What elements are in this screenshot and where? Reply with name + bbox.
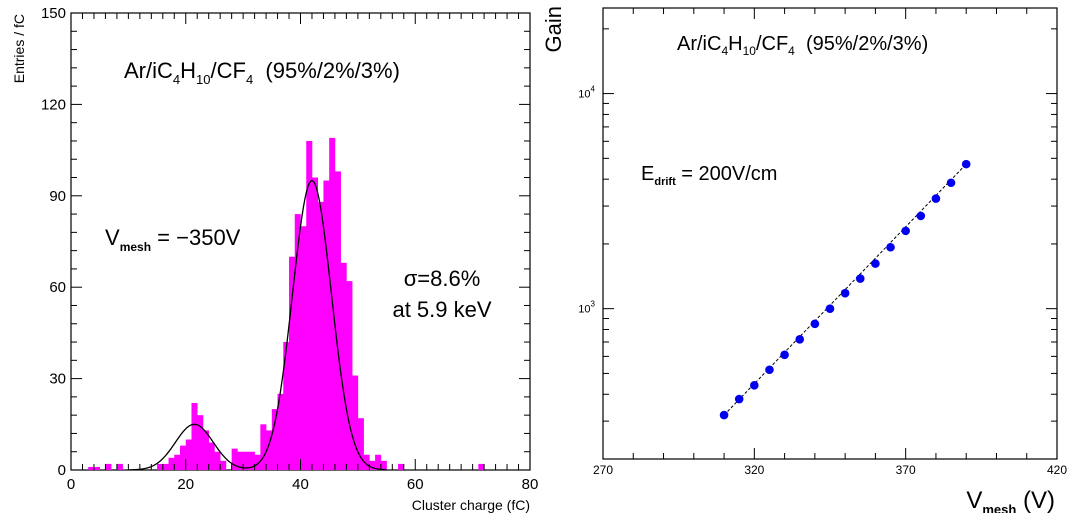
- histogram-axes: 0 20 40 60 80 0 30 60 90 120 150: [41, 5, 538, 493]
- histogram-x-tick-label: 80: [522, 476, 539, 493]
- gain-data-point: [765, 365, 774, 375]
- gain-data-point: [719, 410, 729, 420]
- histogram-x-tick-label: 40: [292, 476, 309, 493]
- histogram-bar: [380, 460, 387, 470]
- sigma-label: σ=8.6%: [404, 266, 481, 291]
- gain-data-point: [825, 304, 835, 313]
- histogram-bar: [202, 430, 209, 470]
- histogram-bar: [294, 214, 301, 470]
- gain-data-point: [734, 394, 744, 404]
- histogram-bar: [162, 463, 169, 470]
- histogram-bar: [289, 256, 296, 470]
- gain-data-point: [931, 194, 941, 203]
- histogram-bar: [254, 454, 261, 470]
- gain-y-tick-label: 104: [578, 85, 595, 101]
- histogram-bar: [180, 445, 187, 470]
- histogram-y-tick-label: 90: [49, 188, 66, 205]
- histogram-x-axis-label: Cluster charge (fC): [412, 497, 530, 513]
- energy-label: at 5.9 keV: [392, 297, 491, 322]
- histogram-bar: [243, 451, 250, 470]
- histogram-bar: [277, 393, 284, 470]
- histogram-bar: [231, 448, 238, 470]
- histogram-bar: [357, 418, 364, 470]
- histogram-chart: 0 20 40 60 80 0 30 60 90 120 150 Cluster charge (f…: [11, 5, 538, 513]
- gain-points: [719, 159, 971, 420]
- gain-x-tick-label: 420: [1047, 463, 1067, 477]
- histogram-x-tick-label: 0: [67, 476, 75, 493]
- gain-y-tick-label: 103: [578, 300, 595, 316]
- gain-data-point: [810, 319, 820, 329]
- histogram-bar: [306, 140, 313, 470]
- histogram-bar: [214, 451, 221, 470]
- histogram-bar: [208, 442, 215, 470]
- histogram-bar: [248, 451, 255, 470]
- vmesh-label: Vmesh = −350V: [105, 225, 241, 254]
- gain-data-point: [916, 211, 926, 221]
- histogram-bar: [168, 457, 175, 470]
- gain-data-point: [795, 335, 805, 344]
- histogram-bar: [363, 454, 370, 470]
- histogram-bar: [266, 430, 273, 470]
- histogram-y-axis-label: Entries / fC: [11, 14, 27, 83]
- histogram-bar: [369, 460, 376, 470]
- histogram-bar: [260, 424, 267, 470]
- gain-x-axis-label: Vmesh (V): [966, 487, 1055, 513]
- gain-data-point: [961, 159, 971, 169]
- gain-data-point: [750, 381, 759, 390]
- histogram-bar: [157, 463, 164, 470]
- gain-x-tick-label: 370: [896, 463, 916, 477]
- gain-data-point: [855, 274, 865, 283]
- histogram-x-tick-label: 60: [407, 476, 424, 493]
- gain-data-point: [886, 242, 895, 252]
- histogram-bar: [174, 454, 181, 470]
- histogram-bar: [93, 466, 100, 470]
- gain-gas-label: Ar/iC4H10/CF4 (95%/2%/3%): [677, 33, 928, 58]
- histogram-bar: [237, 451, 244, 470]
- gaussian-fit-curve: [128, 179, 387, 471]
- gain-data-point: [840, 288, 850, 298]
- histogram-bar: [375, 454, 382, 470]
- histogram-bar: [271, 409, 278, 470]
- histogram-y-tick-label: 30: [49, 371, 66, 388]
- histogram-bar: [283, 342, 290, 470]
- histogram-bar: [191, 402, 198, 470]
- gain-data-point: [871, 259, 880, 268]
- histogram-bar: [116, 463, 123, 470]
- histogram-bar: [220, 460, 227, 470]
- histogram-bar: [340, 262, 347, 470]
- histogram-bar: [478, 463, 485, 470]
- histogram-bar: [197, 415, 204, 470]
- edrift-label: Edrift = 200V/cm: [641, 163, 777, 188]
- histogram-y-tick-label: 60: [49, 279, 66, 296]
- gain-x-tick-label: 270: [593, 463, 613, 477]
- histogram-bar: [352, 375, 359, 470]
- gain-data-point: [901, 226, 910, 236]
- gain-chart: 270 320 370 420 103 104 Gain Vmesh (V) Ar/iC4…: [541, 6, 1067, 513]
- histogram-bar: [346, 281, 353, 470]
- histogram-bar: [398, 463, 405, 470]
- histogram-gas-label: Ar/iC4H10/CF4 (95%/2%/3%): [124, 58, 400, 87]
- histogram-bar: [323, 180, 330, 471]
- histogram-bar: [317, 201, 324, 471]
- gain-y-axis-label: Gain: [541, 6, 566, 52]
- gain-frame: [602, 7, 1058, 460]
- histogram-bar: [88, 466, 95, 470]
- gain-data-point: [946, 178, 956, 188]
- gain-axes: 270 320 370 420 103 104: [578, 8, 1067, 477]
- gain-x-tick-label: 320: [744, 463, 764, 477]
- histogram-bar: [300, 226, 307, 470]
- gain-trend-line: [723, 163, 967, 416]
- histogram-bar: [105, 463, 112, 470]
- histogram-y-tick-label: 0: [58, 462, 66, 479]
- histogram-bar: [185, 439, 192, 470]
- histogram-y-tick-label: 120: [41, 96, 66, 113]
- histogram-x-tick-label: 20: [177, 476, 194, 493]
- histogram-bar: [334, 171, 341, 470]
- histogram-y-tick-label: 150: [41, 5, 66, 22]
- gain-data-point: [780, 350, 789, 360]
- histogram-bar: [311, 177, 319, 470]
